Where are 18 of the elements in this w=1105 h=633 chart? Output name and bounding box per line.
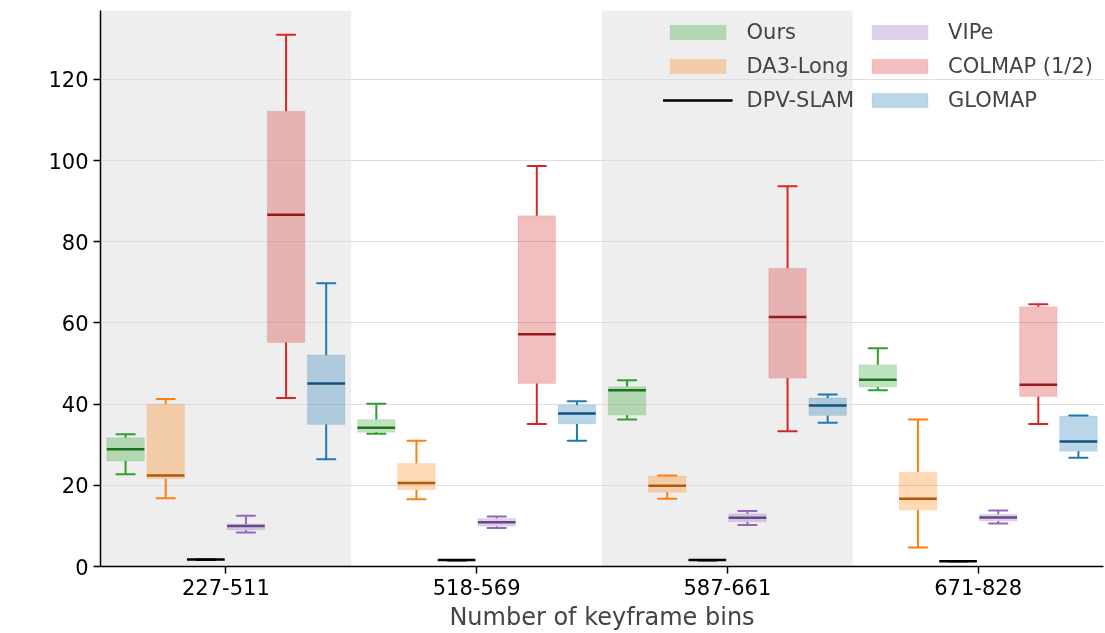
y-tick-label: 0: [75, 555, 89, 580]
legend-label: COLMAP (1/2): [948, 54, 1093, 78]
x-tick-label: 518-569: [432, 575, 521, 600]
y-tick-label: 40: [61, 393, 89, 418]
legend-label: VIPe: [948, 20, 994, 44]
y-tick-label: 80: [61, 230, 89, 255]
x-tick-label: 671-828: [934, 575, 1022, 600]
y-tick-label: 100: [48, 149, 89, 174]
x-tick-label: 227-511: [182, 575, 270, 600]
x-tick-label: 587-661: [683, 575, 772, 600]
legend-label: DA3-Long: [746, 54, 849, 78]
y-tick-label: 20: [61, 474, 89, 499]
legend-label: DPV-SLAM: [746, 88, 855, 112]
legend-label: GLOMAP: [948, 88, 1037, 112]
x-axis-title: Number of keyframe bins: [449, 602, 755, 631]
y-tick-label: 120: [48, 68, 89, 93]
y-tick-label: 60: [61, 312, 89, 336]
legend-label: Ours: [746, 20, 796, 44]
